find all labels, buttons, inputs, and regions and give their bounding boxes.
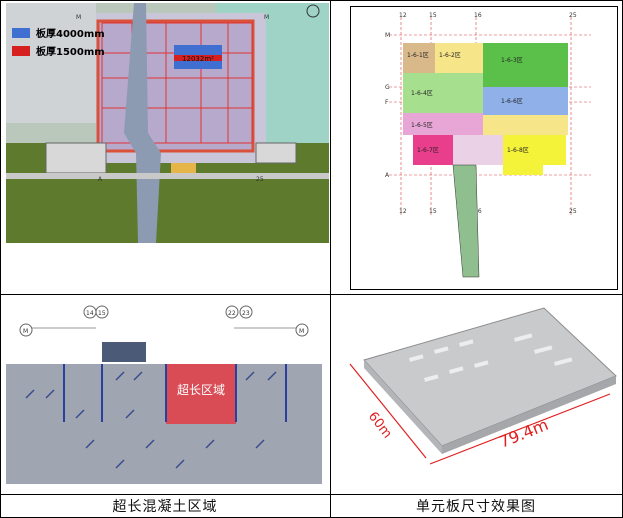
zone-label-7: 1-6-7区 — [417, 147, 439, 154]
panel-unit-slab: 60m 79.4m — [334, 298, 618, 490]
row-label-g: G — [385, 84, 390, 91]
row-label-m: M — [385, 32, 390, 39]
axis-23-label: 23 — [242, 310, 250, 317]
row-label-a: A — [385, 172, 390, 179]
unit-slab-diagram: 60m 79.4m — [349, 307, 617, 465]
zone-label-6: 1-6-6区 — [501, 98, 523, 105]
legend-swatch-blue — [12, 27, 30, 38]
zoning-plan-diagram: 12 15 16 25 12 15 16 25 M G F A 1-6-1区 — [385, 12, 591, 278]
divider-top — [0, 0, 623, 1]
axis-label-bottom-right: 25 — [256, 176, 264, 183]
col-label-15-bottom: 15 — [429, 208, 437, 215]
legend-swatch-red — [12, 45, 30, 56]
col-label-15-top: 15 — [429, 12, 437, 19]
ultra-long-region-label: 超长区域 — [177, 382, 225, 397]
divider-middle — [330, 0, 331, 518]
col-label-25-top: 25 — [569, 12, 577, 19]
zone-label-4: 1-6-4区 — [411, 90, 433, 97]
panel-zoning-plan: 12 15 16 25 12 15 16 25 M G F A 1-6-1区 — [350, 6, 618, 290]
col-label-25-bottom: 25 — [569, 208, 577, 215]
col-label-12-bottom: 12 — [399, 208, 407, 215]
panel-aerial-model: 12032m² M M A 25 板厚4000mm 板厚1500mm — [6, 3, 329, 243]
axis-label-top-left: M — [76, 14, 81, 21]
zone-label-1: 1-6-1区 — [407, 52, 429, 59]
divider-caption — [0, 494, 623, 495]
axis-m-right: M — [299, 328, 304, 335]
col-label-12-top: 12 — [399, 12, 407, 19]
zone-label-2: 1-6-2区 — [439, 52, 461, 59]
ultra-long-region-diagram: M 14 15 22 23 M 超长区域 — [6, 298, 322, 490]
axis-15-label: 15 — [98, 310, 106, 317]
axis-22-label: 22 — [228, 310, 236, 317]
divider-row — [0, 294, 623, 295]
col-label-16-bottom: 16 — [474, 208, 482, 215]
legend-label-4000: 板厚4000mm — [36, 29, 105, 40]
legend-label-1500: 板厚1500mm — [36, 47, 105, 58]
panel-ultra-long-region: M 14 15 22 23 M 超长区域 — [6, 298, 322, 490]
legend-item-1500: 板厚1500mm — [12, 43, 105, 58]
caption-right: 单元板尺寸效果图 — [416, 499, 536, 515]
area-value-label: 12032m² — [182, 55, 214, 63]
zone-label-8: 1-6-8区 — [507, 147, 529, 154]
aerial-model-image: 12032m² M M A 25 — [6, 3, 329, 243]
zone-label-5: 1-6-5区 — [411, 122, 433, 129]
divider-left — [0, 0, 1, 518]
axis-label-bottom-left: A — [98, 176, 103, 183]
col-label-16-top: 16 — [474, 12, 482, 19]
zone-label-3: 1-6-3区 — [501, 57, 523, 64]
axis-14-label: 14 — [86, 310, 94, 317]
axis-label-top-right: M — [264, 14, 269, 21]
row-label-f: F — [385, 99, 389, 106]
caption-left: 超长混凝土区域 — [112, 499, 218, 515]
axis-m-left: M — [23, 328, 28, 335]
legend-item-4000: 板厚4000mm — [12, 25, 105, 40]
